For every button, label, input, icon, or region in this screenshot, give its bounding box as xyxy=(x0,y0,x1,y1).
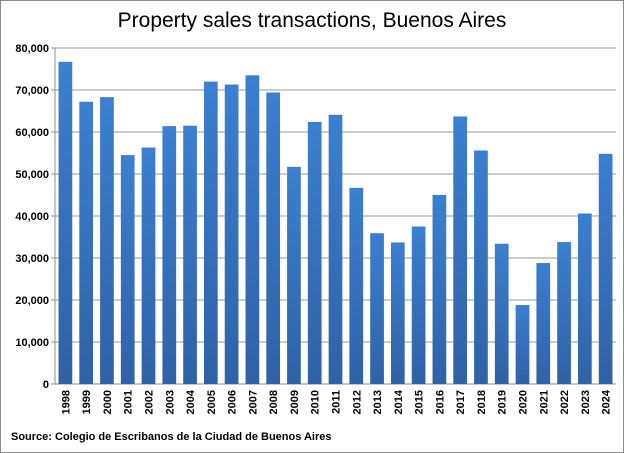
bar-2012 xyxy=(349,187,364,384)
bar-2020 xyxy=(515,305,530,384)
x-tick-label: 2009 xyxy=(289,390,301,414)
x-tick-label: 2024 xyxy=(601,389,613,414)
x-tick-label: 2005 xyxy=(206,390,218,414)
y-tick-label: 40,000 xyxy=(15,211,49,223)
x-tick-label: 2002 xyxy=(144,390,156,414)
bar-2019 xyxy=(494,243,509,384)
x-tick-label: 2014 xyxy=(393,389,405,414)
bar-2022 xyxy=(557,242,571,384)
x-tick-label: 2010 xyxy=(310,390,322,414)
y-tick-label: 60,000 xyxy=(15,127,49,139)
bar-2007 xyxy=(245,75,260,385)
bar-1999 xyxy=(79,101,94,384)
x-tick-label: 2008 xyxy=(268,390,280,414)
bar-2015 xyxy=(411,226,426,384)
x-tick-label: 2021 xyxy=(538,390,550,414)
x-tick-label: 2013 xyxy=(372,390,384,414)
x-tick-label: 2006 xyxy=(227,390,239,414)
bar-2008 xyxy=(266,92,281,385)
source-note: Source: Colegio de Escribanos de la Ciud… xyxy=(11,431,332,443)
bar-2018 xyxy=(474,150,488,384)
x-tick-label: 2001 xyxy=(123,390,135,414)
x-tick-label: 2015 xyxy=(414,390,426,414)
x-tick-label: 2020 xyxy=(518,390,530,414)
bar-1998 xyxy=(58,61,73,385)
bar-2003 xyxy=(162,126,177,385)
bar-2013 xyxy=(370,233,384,384)
bar-2011 xyxy=(328,114,343,384)
x-tick-label: 2019 xyxy=(497,390,509,414)
bar-2004 xyxy=(183,125,197,384)
y-tick-label: 10,000 xyxy=(15,337,49,349)
bar-2009 xyxy=(287,166,301,384)
x-tick-label: 2017 xyxy=(455,390,467,414)
y-tick-label: 70,000 xyxy=(15,85,49,97)
y-tick-label: 80,000 xyxy=(15,43,49,55)
bar-2021 xyxy=(536,263,551,384)
bar-2000 xyxy=(100,97,114,384)
bar-2017 xyxy=(453,116,468,385)
bar-2001 xyxy=(120,155,135,384)
x-tick-label: 2003 xyxy=(164,390,176,414)
y-tick-label: 0 xyxy=(43,379,49,391)
bar-2006 xyxy=(224,84,239,384)
x-tick-label: 2023 xyxy=(580,390,592,414)
x-tick-label: 2004 xyxy=(185,389,197,414)
y-tick-label: 50,000 xyxy=(15,169,49,181)
chart-title: Property sales transactions, Buenos Aire… xyxy=(117,9,507,32)
x-tick-label: 2012 xyxy=(351,390,363,414)
bar-2002 xyxy=(141,147,156,384)
x-tick-label: 2018 xyxy=(476,390,488,414)
y-tick-label: 20,000 xyxy=(15,295,49,307)
x-tick-label: 2022 xyxy=(559,390,571,414)
x-tick-label: 2000 xyxy=(102,390,114,414)
x-tick-label: 1998 xyxy=(60,390,72,414)
bar-2005 xyxy=(203,81,218,384)
y-tick-label: 30,000 xyxy=(15,253,49,265)
bar-2016 xyxy=(432,195,447,384)
bar-2023 xyxy=(577,213,592,384)
x-tick-label: 2016 xyxy=(434,390,446,414)
bar-2024 xyxy=(598,153,613,384)
x-tick-label: 2007 xyxy=(247,390,259,414)
bar-2010 xyxy=(307,121,322,385)
x-tick-label: 2011 xyxy=(331,390,343,414)
bar-2014 xyxy=(390,242,405,384)
x-tick-label: 1999 xyxy=(81,390,93,414)
